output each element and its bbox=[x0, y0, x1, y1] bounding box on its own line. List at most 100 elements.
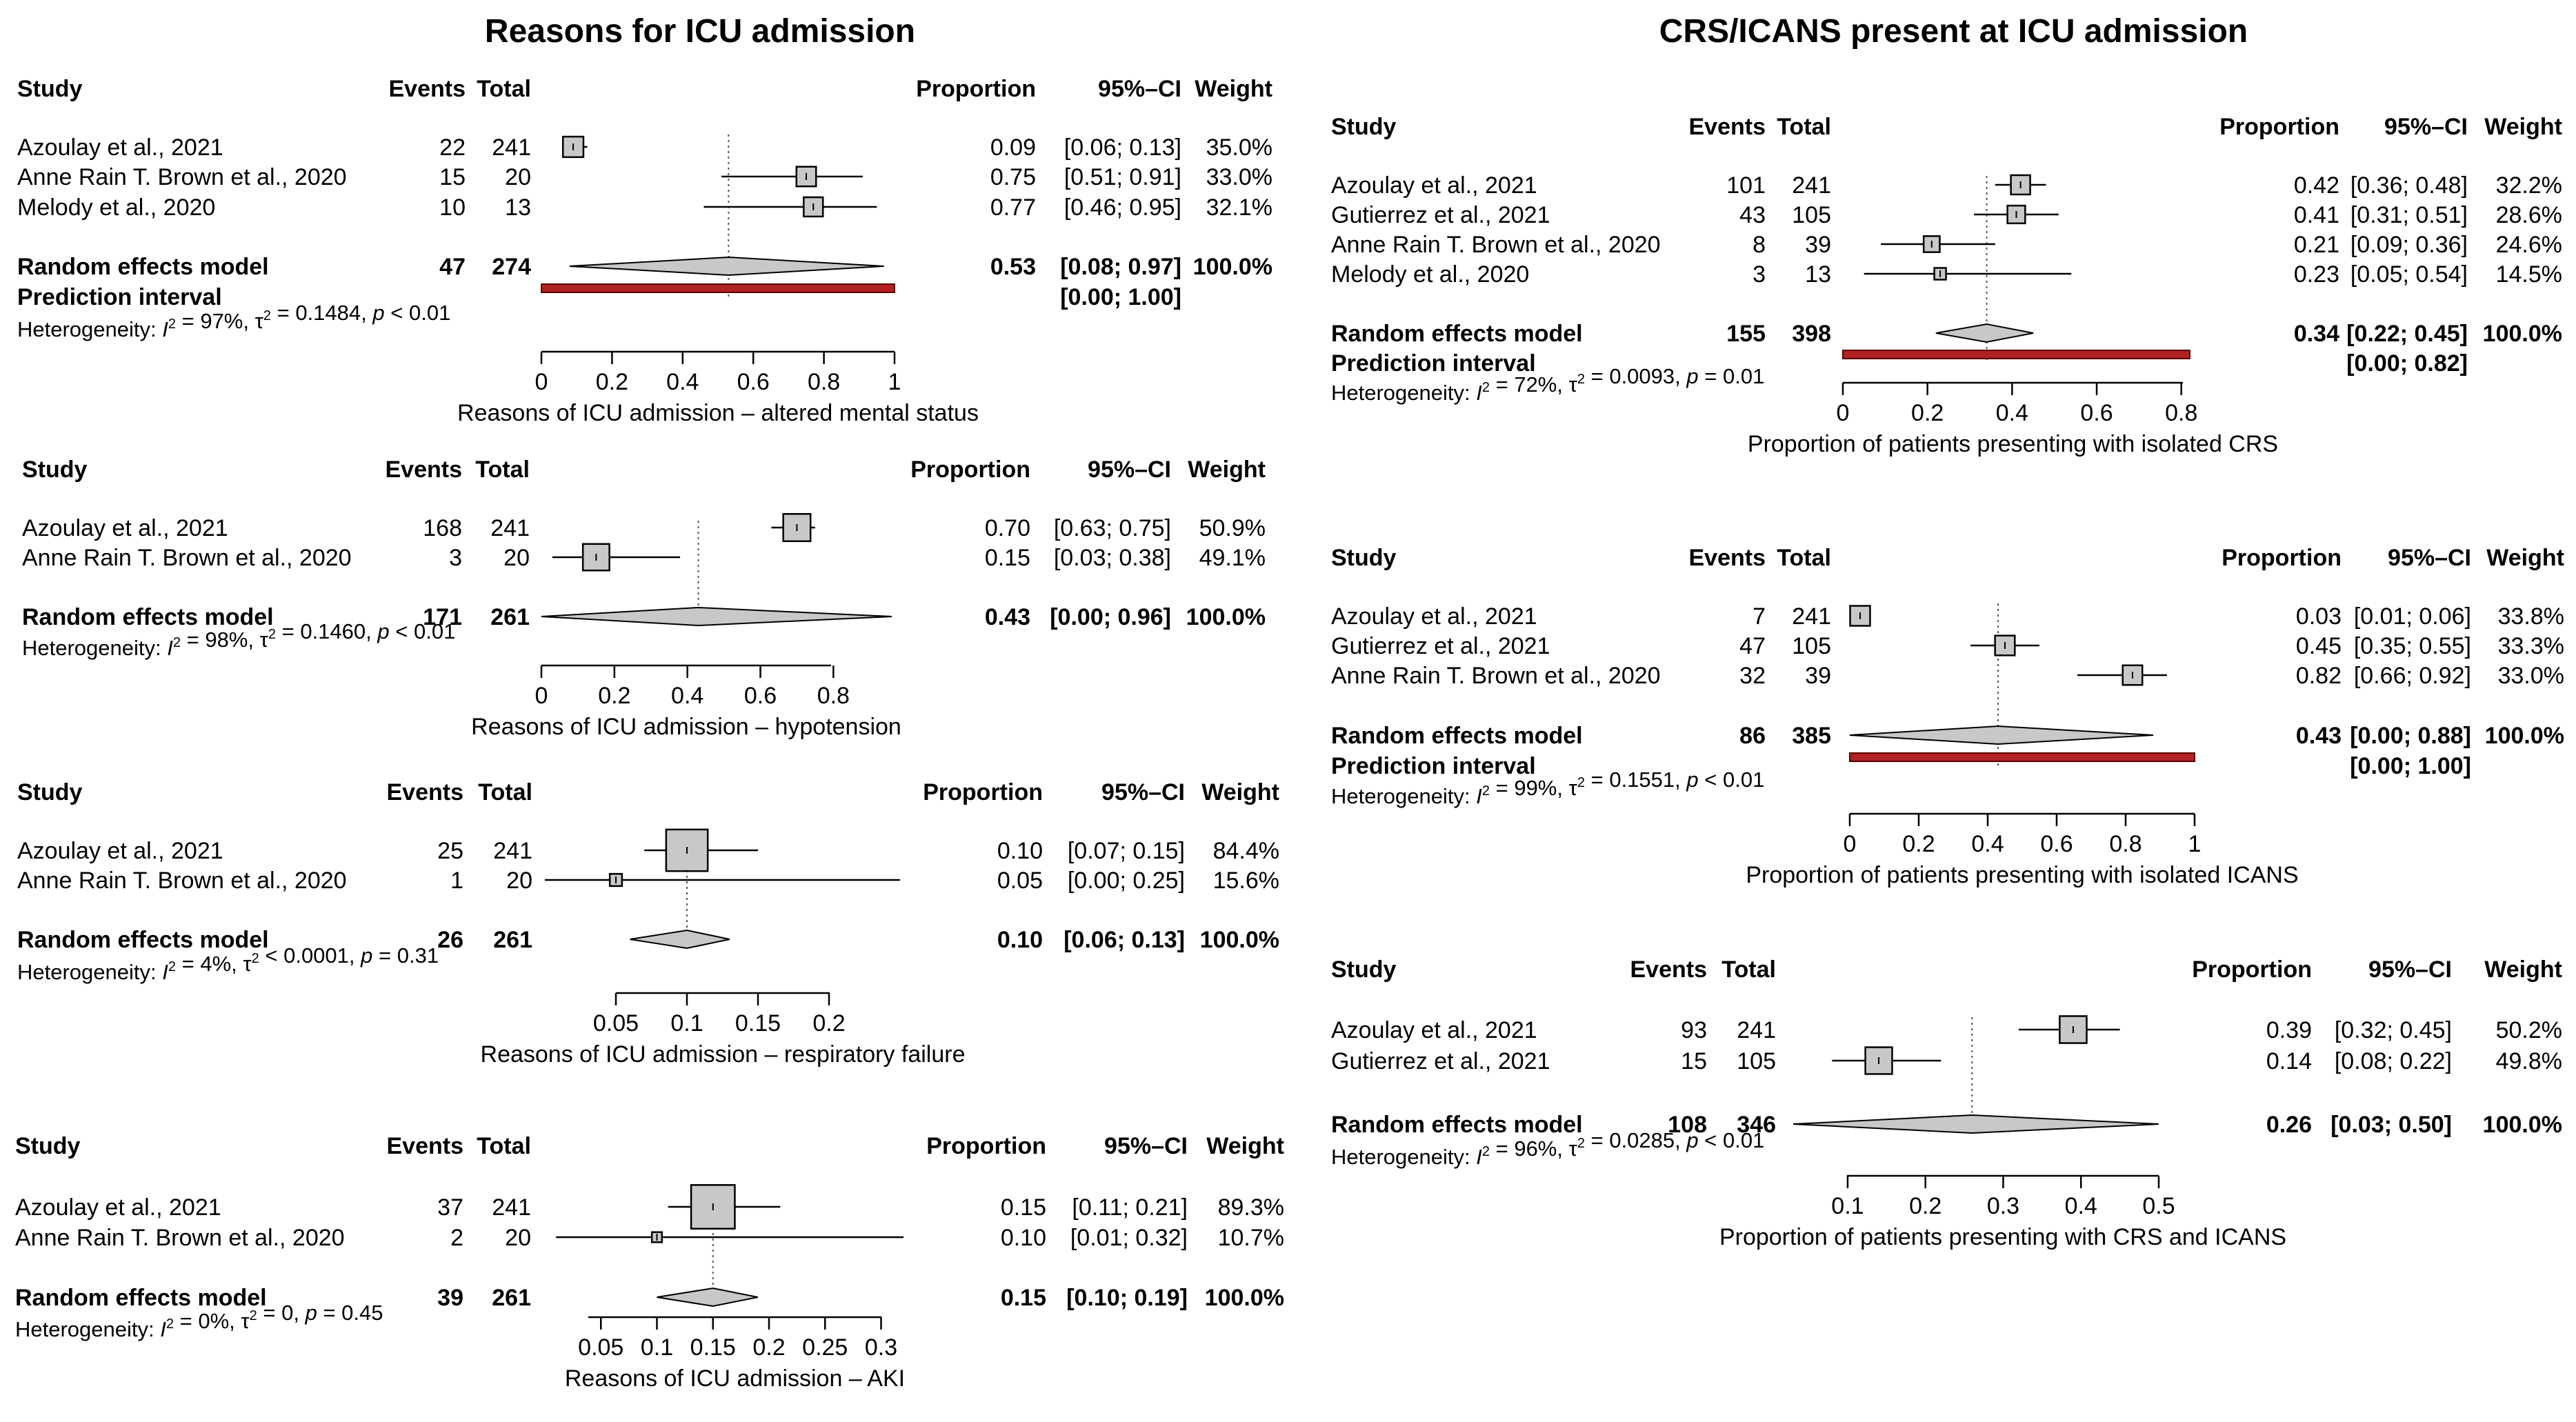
heterogeneity-label-part bbox=[385, 301, 391, 325]
heterogeneity-label-part bbox=[372, 943, 379, 968]
study-weight: 33.0% bbox=[2498, 663, 2564, 689]
study-events: 22 bbox=[439, 134, 466, 161]
x-axis-tick-label: 0.1 bbox=[641, 1334, 673, 1361]
study-name: Azoulay et al., 2021 bbox=[15, 1194, 221, 1221]
pooled-row: Random effects model 86 385 0.43 [0.00; 0.88… bbox=[1331, 723, 2564, 749]
x-axis-tick-label: 0.1 bbox=[670, 1010, 703, 1037]
study-events: 101 bbox=[1726, 172, 1766, 199]
study-weight: 15.6% bbox=[1213, 868, 1279, 894]
study-weight: 33.8% bbox=[2498, 603, 2564, 630]
study-row: Anne Rain T. Brown et al., 2020 2 20 0.10 [0… bbox=[15, 1225, 1284, 1251]
pooled-proportion: 0.43 bbox=[2296, 723, 2342, 749]
study-name: Azoulay et al., 2021 bbox=[1331, 172, 1537, 199]
heterogeneity-text: Heterogeneity: I2 = 99%, τ2 = 0.1551, p … bbox=[1331, 768, 1764, 808]
heterogeneity-label-part bbox=[1585, 1128, 1591, 1152]
left-panel-title: Reasons for ICU admission bbox=[484, 13, 916, 50]
heterogeneity-label-part: p bbox=[305, 1301, 317, 1325]
study-proportion: 0.09 bbox=[990, 134, 1036, 161]
x-axis-tick-label: 0.25 bbox=[802, 1334, 848, 1361]
study-proportion: 0.21 bbox=[2294, 232, 2339, 258]
header-proportion: Proportion bbox=[2221, 545, 2342, 571]
x-axis: 0.05 0.1 0.15 0.2 0.25 0.3 Reasons of ICU admi… bbox=[565, 1316, 905, 1392]
pooled-diamond bbox=[630, 929, 730, 950]
pooled-proportion: 0.15 bbox=[1001, 1285, 1046, 1311]
pooled-events: 39 bbox=[437, 1285, 463, 1311]
study-events: 93 bbox=[1681, 1017, 1707, 1043]
study-proportion: 0.82 bbox=[2296, 663, 2342, 689]
pooled-proportion: 0.53 bbox=[990, 254, 1036, 280]
heterogeneity-label-part: 2 bbox=[1577, 372, 1585, 387]
pooled-label: Random effects model bbox=[22, 604, 274, 630]
x-axis: 0.05 0.1 0.15 0.2 Reasons of ICU admission –… bbox=[481, 992, 965, 1068]
study-ci: [0.66; 0.92] bbox=[2354, 663, 2471, 689]
heterogeneity-text: Heterogeneity: I2 = 0%, τ2 = 0, p = 0.45 bbox=[15, 1301, 383, 1341]
study-total: 20 bbox=[503, 545, 530, 571]
study-weight: 50.9% bbox=[1199, 515, 1266, 541]
heterogeneity-value: 97% bbox=[200, 309, 243, 333]
study-ci: [0.01; 0.32] bbox=[1070, 1225, 1188, 1251]
heterogeneity-value: = 0.0285 bbox=[1591, 1128, 1675, 1152]
heterogeneity-label-part: Heterogeneity: bbox=[1331, 1145, 1476, 1169]
study-events: 15 bbox=[1681, 1048, 1707, 1074]
header-study: Study bbox=[1331, 114, 1397, 140]
header-ci: 95%–CI bbox=[1104, 1133, 1188, 1159]
heterogeneity-label-part bbox=[1699, 1128, 1705, 1152]
heterogeneity-value: = 0.1460 bbox=[282, 619, 366, 643]
heterogeneity-value: = 0.31 bbox=[379, 943, 439, 968]
study-proportion: 0.23 bbox=[2294, 261, 2339, 288]
study-row: Anne Rain T. Brown et al., 2020 15 20 0.75 [… bbox=[17, 164, 1272, 190]
heterogeneity-label-part: p bbox=[377, 619, 389, 643]
pooled-label: Random effects model bbox=[17, 927, 269, 953]
header-ci: 95%–CI bbox=[2368, 957, 2452, 983]
study-weight: 10.7% bbox=[1218, 1225, 1284, 1251]
study-name: Azoulay et al., 2021 bbox=[1331, 603, 1537, 630]
header-ci: 95%–CI bbox=[1088, 457, 1171, 483]
study-ci: [0.46; 0.95] bbox=[1064, 194, 1181, 221]
study-ci: [0.11; 0.21] bbox=[1072, 1194, 1188, 1221]
heterogeneity-label-part: 2 bbox=[252, 951, 259, 966]
x-axis-tick-label: 1 bbox=[2188, 831, 2201, 857]
study-weight: 33.3% bbox=[2498, 633, 2564, 659]
heterogeneity-label-part: = bbox=[1490, 372, 1514, 397]
pooled-row: Random effects model 155 398 0.34 [0.22; 0.4… bbox=[1331, 321, 2562, 347]
heterogeneity-label-part: , bbox=[349, 943, 361, 968]
study-total: 105 bbox=[1737, 1048, 1776, 1074]
panel-isolated-crs: Study Events Total Proportion 95%–CI Weight Az… bbox=[1331, 114, 2562, 457]
heterogeneity-label-part: Heterogeneity: bbox=[1331, 381, 1476, 405]
prediction-interval-bar bbox=[1849, 752, 2195, 762]
study-proportion: 0.14 bbox=[2266, 1048, 2312, 1074]
study-events: 47 bbox=[1739, 633, 1766, 659]
pooled-diamond bbox=[657, 1287, 758, 1308]
pooled-label: Random effects model bbox=[1331, 1112, 1583, 1138]
study-weight: 32.2% bbox=[2496, 172, 2562, 199]
heterogeneity-value: 0% bbox=[198, 1309, 229, 1333]
x-axis: 0 0.2 0.4 0.6 0.8 Proportion of patients pres… bbox=[1748, 381, 2278, 457]
study-events: 15 bbox=[439, 164, 466, 190]
heterogeneity-text: Heterogeneity: I2 = 98%, τ2 = 0.1460, p … bbox=[22, 619, 455, 660]
study-row: Azoulay et al., 2021 168 241 0.70 [0.63; 0.7… bbox=[22, 512, 1266, 543]
study-row: Azoulay et al., 2021 22 241 0.09 [0.06; 0.13… bbox=[17, 134, 1272, 161]
heterogeneity-label-part: I bbox=[162, 960, 168, 984]
heterogeneity-label-part: I bbox=[167, 636, 173, 660]
heterogeneity-label-part bbox=[1699, 364, 1705, 388]
study-events: 1 bbox=[450, 868, 463, 894]
pooled-weight: 100.0% bbox=[2483, 321, 2562, 347]
heterogeneity-label-part: 2 bbox=[166, 1316, 174, 1332]
pooled-total: 261 bbox=[490, 604, 530, 630]
heterogeneity-value: 96% bbox=[1514, 1136, 1557, 1161]
heterogeneity-label-part: p bbox=[1686, 768, 1698, 792]
panel-altered-mental-status: Study Events Total Proportion 95%–CI Weight Az… bbox=[17, 76, 1272, 426]
x-axis-tick-label: 0.3 bbox=[1987, 1193, 2019, 1219]
study-total: 105 bbox=[1792, 202, 1831, 228]
pooled-diamond bbox=[1935, 323, 2034, 343]
header-study: Study bbox=[1331, 957, 1397, 983]
study-row: Azoulay et al., 2021 93 241 0.39 [0.32; 0.45… bbox=[1331, 1015, 2562, 1044]
header-proportion: Proportion bbox=[2219, 114, 2339, 140]
heterogeneity-label-part: , τ bbox=[1557, 1136, 1577, 1161]
study-weight: 50.2% bbox=[2496, 1017, 2562, 1043]
study-name: Anne Rain T. Brown et al., 2020 bbox=[17, 164, 347, 190]
pooled-proportion: 0.26 bbox=[2266, 1112, 2312, 1138]
panel-aki: Study Events Total Proportion 95%–CI Weight Az… bbox=[15, 1133, 1284, 1392]
study-proportion: 0.70 bbox=[985, 515, 1030, 541]
header-ci: 95%–CI bbox=[2384, 114, 2468, 140]
